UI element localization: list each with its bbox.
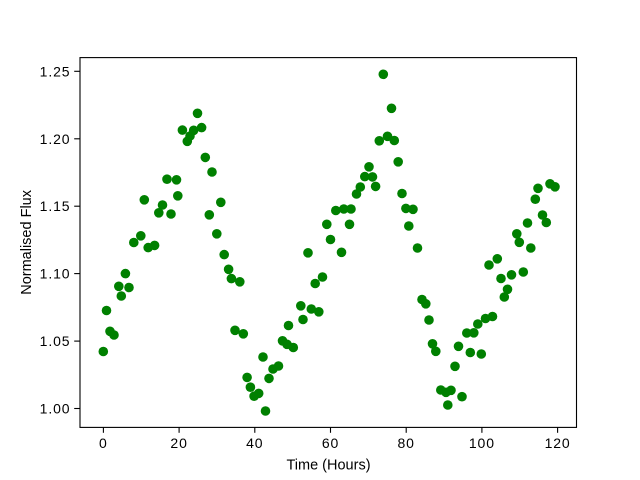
svg-text:1.15: 1.15 [40, 198, 71, 214]
svg-text:0: 0 [99, 435, 108, 451]
svg-text:60: 60 [322, 435, 339, 451]
svg-text:1.00: 1.00 [40, 401, 71, 417]
svg-text:100: 100 [469, 435, 495, 451]
svg-text:1.05: 1.05 [40, 333, 71, 349]
svg-text:1.20: 1.20 [40, 131, 71, 147]
svg-text:Normalised Flux: Normalised Flux [19, 189, 35, 294]
svg-text:80: 80 [398, 435, 415, 451]
svg-text:Time (Hours): Time (Hours) [286, 458, 370, 474]
svg-text:120: 120 [545, 435, 571, 451]
svg-text:40: 40 [246, 435, 263, 451]
svg-text:20: 20 [170, 435, 187, 451]
svg-text:1.25: 1.25 [40, 63, 71, 79]
svg-text:1.10: 1.10 [40, 266, 71, 282]
